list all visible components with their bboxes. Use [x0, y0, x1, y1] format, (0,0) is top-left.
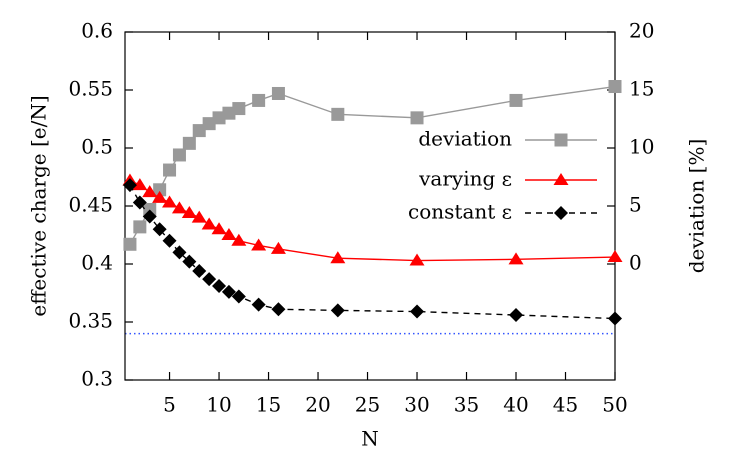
y-tick-label: 0.35	[68, 309, 113, 333]
marker	[608, 80, 622, 94]
legend-label: constant ε	[408, 200, 512, 224]
marker	[133, 220, 147, 234]
y2-axis-label: deviation [%]	[685, 139, 709, 274]
marker	[252, 93, 266, 107]
marker	[163, 163, 177, 177]
marker	[553, 173, 569, 185]
marker	[409, 253, 425, 266]
y-axis-label: effective charge [e/N]	[27, 95, 51, 316]
marker	[251, 297, 266, 312]
marker	[152, 222, 167, 237]
x-tick-label: 15	[256, 393, 281, 417]
marker	[330, 303, 345, 318]
marker	[410, 111, 424, 125]
y2-tick-label: 0	[629, 251, 642, 275]
marker	[221, 284, 236, 299]
marker	[231, 289, 246, 304]
marker	[142, 209, 157, 224]
x-tick-label: 5	[163, 393, 176, 417]
marker	[231, 233, 247, 246]
marker	[153, 183, 167, 197]
marker	[271, 86, 285, 100]
marker	[607, 250, 623, 263]
plot-frame	[124, 31, 616, 381]
marker	[152, 190, 168, 203]
y-tick-label: 0.5	[81, 135, 113, 159]
marker	[508, 252, 524, 265]
y-tick-label: 0.3	[81, 367, 113, 391]
marker	[162, 195, 178, 208]
y-tick-label: 0.6	[81, 19, 113, 43]
y2-tick-label: 5	[629, 193, 642, 217]
legend-label: varying ε	[418, 167, 512, 191]
x-tick-label: 40	[503, 393, 528, 417]
marker	[554, 133, 568, 147]
marker	[270, 241, 286, 254]
marker	[162, 233, 177, 248]
marker	[554, 206, 568, 220]
y-tick-label: 0.45	[68, 193, 113, 217]
y2-tick-label: 15	[629, 77, 654, 101]
x-tick-label: 25	[355, 393, 380, 417]
marker	[608, 311, 622, 326]
marker	[172, 245, 187, 260]
marker	[142, 185, 158, 198]
marker	[410, 304, 425, 319]
marker	[132, 178, 148, 191]
x-tick-label: 10	[206, 393, 231, 417]
legend-label: deviation	[418, 127, 512, 151]
x-tick-label: 20	[305, 393, 330, 417]
marker	[330, 251, 346, 264]
marker	[201, 217, 217, 230]
marker	[171, 201, 187, 214]
x-tick-label: 30	[404, 393, 429, 417]
y2-tick-label: 10	[629, 135, 654, 159]
series-line	[129, 184, 616, 320]
y-tick-label: 0.55	[68, 77, 113, 101]
marker	[191, 210, 207, 223]
marker	[123, 237, 137, 251]
marker	[212, 279, 227, 294]
marker	[509, 308, 524, 323]
y2-tick-label: 20	[629, 19, 654, 43]
x-axis-label: N	[361, 427, 379, 451]
marker	[232, 102, 246, 116]
marker	[331, 107, 345, 121]
marker	[211, 222, 227, 235]
marker	[222, 106, 236, 120]
marker	[181, 205, 197, 218]
marker	[251, 238, 267, 251]
marker	[221, 228, 237, 240]
x-tick-label: 35	[454, 393, 479, 417]
x-tick-label: 50	[602, 393, 627, 417]
marker	[271, 302, 286, 317]
marker	[182, 136, 196, 150]
marker	[172, 148, 186, 162]
marker	[132, 195, 147, 210]
y-tick-label: 0.4	[81, 251, 113, 275]
marker	[182, 254, 197, 269]
marker	[192, 263, 207, 278]
marker	[202, 272, 217, 287]
marker	[212, 111, 226, 125]
marker	[122, 178, 137, 193]
marker	[202, 117, 216, 131]
x-tick-label: 45	[553, 393, 578, 417]
marker	[192, 124, 206, 138]
marker	[509, 93, 523, 107]
